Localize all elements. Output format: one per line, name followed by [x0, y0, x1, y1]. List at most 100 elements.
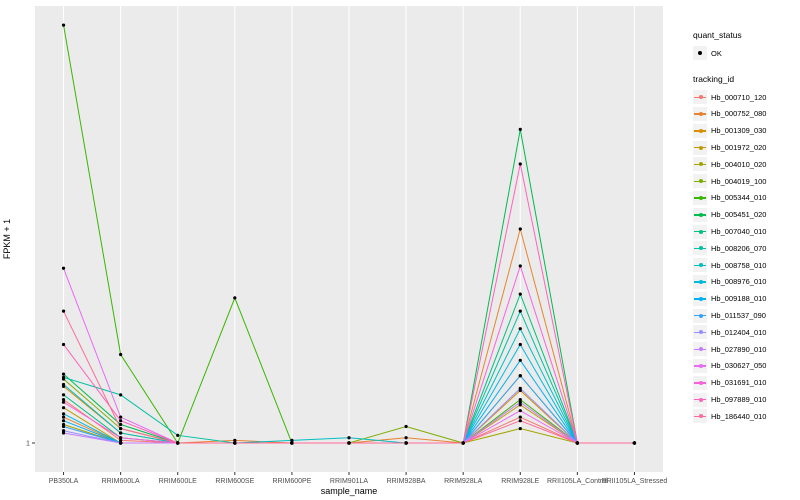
- data-point: [119, 438, 123, 442]
- x-tick-label: RRIM600PE: [272, 478, 311, 485]
- series-color-swatch-icon: [693, 291, 707, 306]
- x-tick-label: RRIM600LE: [159, 478, 197, 485]
- legend-item-Hb_004019_100: Hb_004019_100: [693, 173, 799, 190]
- data-point: [518, 162, 522, 166]
- data-point: [518, 264, 522, 268]
- x-tick-label: RRII105LA_Stressed: [602, 478, 668, 485]
- legend-tracking-id-title: tracking_id: [693, 73, 735, 84]
- legend-item-ok: OK: [693, 45, 799, 62]
- legend-item-Hb_001972_020: Hb_001972_020: [693, 139, 799, 156]
- legend-item-label: Hb_000710_120: [711, 92, 767, 102]
- data-point: [61, 424, 66, 429]
- series-color-swatch-icon: [693, 392, 707, 407]
- data-point: [61, 375, 66, 379]
- data-point: [518, 292, 522, 296]
- data-point: [518, 342, 522, 347]
- series-color-swatch-icon: [693, 308, 707, 323]
- x-tick-label: RRIM600LA: [102, 478, 140, 485]
- data-point: [518, 374, 522, 378]
- legend-item-label: Hb_012404_010: [711, 327, 767, 337]
- data-point: [119, 393, 123, 397]
- legend-item-Hb_008758_010: Hb_008758_010: [693, 257, 799, 274]
- legend-item-label: Hb_001972_020: [711, 143, 767, 153]
- series-color-swatch-icon: [693, 224, 707, 239]
- ok-point-icon: [693, 46, 707, 61]
- series-color-swatch-icon: [693, 375, 707, 390]
- data-point: [347, 441, 351, 445]
- legend-item-Hb_027890_010: Hb_027890_010: [693, 341, 799, 358]
- data-point: [518, 426, 522, 431]
- x-tick-label: RRIM928BA: [387, 478, 426, 485]
- legend-item-label: Hb_004019_100: [711, 176, 767, 186]
- legend-item-label: Hb_005451_020: [711, 210, 767, 220]
- legend-item-Hb_008206_070: Hb_008206_070: [693, 240, 799, 257]
- legend: quant_status OK tracking_id Hb_000710_12…: [693, 30, 799, 425]
- legend-item-label: Hb_000752_080: [711, 109, 767, 119]
- data-point: [61, 266, 66, 270]
- data-point: [347, 436, 351, 440]
- x-tick-label: RRIM901LA: [330, 478, 368, 485]
- data-point: [518, 327, 522, 331]
- series-color-swatch-icon: [693, 90, 707, 105]
- data-point: [632, 441, 637, 445]
- data-point: [290, 441, 294, 445]
- data-point: [461, 441, 465, 445]
- legend-item-Hb_097889_010: Hb_097889_010: [693, 391, 799, 408]
- data-point: [404, 424, 408, 429]
- data-point: [176, 433, 180, 437]
- legend-item-Hb_186440_010: Hb_186440_010: [693, 408, 799, 425]
- data-point: [518, 419, 522, 423]
- data-point: [518, 227, 522, 231]
- data-point: [518, 309, 522, 313]
- series-color-swatch-icon: [693, 358, 707, 373]
- series-color-swatch-icon: [693, 157, 707, 172]
- data-point: [61, 398, 66, 402]
- data-point: [233, 438, 237, 442]
- data-point: [61, 429, 66, 433]
- x-tick-label: PB350LA: [49, 478, 79, 485]
- data-point: [61, 415, 66, 419]
- data-point: [61, 382, 66, 387]
- data-point: [61, 309, 66, 313]
- legend-gap: [693, 62, 799, 74]
- x-tick-label: RRIM928LA: [444, 478, 482, 485]
- data-point: [61, 406, 66, 410]
- legend-item-Hb_008976_010: Hb_008976_010: [693, 274, 799, 291]
- x-tick-label: RRII105LA_Control: [547, 478, 608, 485]
- data-point: [290, 438, 294, 442]
- tracking-id-legend-list: Hb_000710_120 Hb_000752_080 Hb_001309_030 H…: [693, 89, 799, 425]
- legend-item-label: Hb_004010_020: [711, 159, 767, 169]
- legend-item-Hb_012404_010: Hb_012404_010: [693, 324, 799, 341]
- legend-item-Hb_001309_030: Hb_001309_030: [693, 122, 799, 139]
- legend-item-Hb_007040_010: Hb_007040_010: [693, 223, 799, 240]
- series-color-swatch-icon: [693, 241, 707, 256]
- legend-item-label: Hb_027890_010: [711, 344, 767, 354]
- legend-item-Hb_005344_010: Hb_005344_010: [693, 190, 799, 207]
- legend-item-label: Hb_097889_010: [711, 395, 767, 405]
- data-point: [61, 412, 66, 416]
- data-point: [518, 127, 522, 131]
- data-point: [518, 403, 522, 407]
- legend-item-label: Hb_008206_070: [711, 243, 767, 253]
- data-point: [518, 415, 522, 419]
- data-point: [61, 419, 66, 423]
- series-color-swatch-icon: [693, 274, 707, 289]
- data-point: [61, 342, 66, 347]
- data-point: [61, 431, 66, 435]
- data-point: [518, 400, 522, 404]
- series-color-swatch-icon: [693, 325, 707, 340]
- data-point: [61, 372, 66, 376]
- legend-item-label: Hb_008758_010: [711, 260, 767, 270]
- series-color-swatch-icon: [693, 409, 707, 424]
- data-point: [61, 23, 66, 27]
- data-point: [119, 422, 123, 427]
- data-point: [233, 296, 237, 300]
- data-point: [575, 441, 579, 445]
- x-tick-label: RRIM600SE: [215, 478, 254, 485]
- series-color-swatch-icon: [693, 342, 707, 357]
- legend-item-label: Hb_186440_010: [711, 411, 767, 421]
- data-point: [404, 441, 408, 445]
- legend-item-label: Hb_001309_030: [711, 126, 767, 136]
